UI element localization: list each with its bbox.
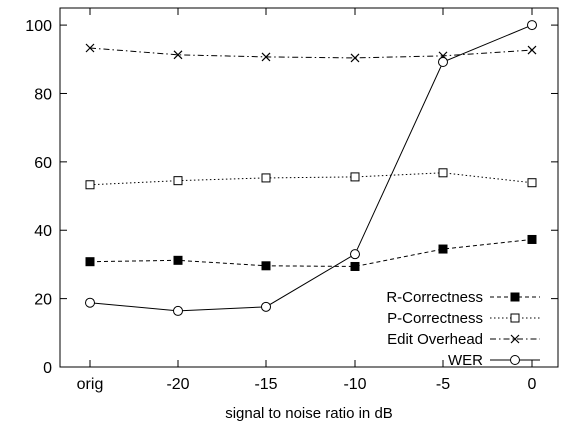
x-tick-label: -10 — [343, 376, 366, 393]
y-tick-label: 100 — [25, 18, 52, 35]
data-point-r-correctness — [173, 255, 183, 265]
y-tick-label: 40 — [34, 223, 52, 240]
series-line-edit-overhead — [89, 47, 533, 59]
data-point-wer — [350, 249, 360, 260]
data-point-edit-overhead — [85, 43, 95, 53]
x-axis-label: signal to noise ratio in dB — [225, 405, 393, 422]
series-line-wer — [89, 24, 533, 312]
legend-entry-p-correctness: P-Correctness — [387, 310, 540, 327]
series-line-p-correctness — [89, 172, 533, 186]
data-point-r-correctness — [85, 257, 95, 267]
data-point-p-correctness — [261, 173, 271, 183]
legend-entry-edit-overhead: Edit Overhead — [387, 331, 540, 348]
series-p-correctness — [85, 168, 537, 190]
data-point-r-correctness — [350, 261, 360, 271]
series-r-correctness — [85, 234, 537, 271]
data-point-p-correctness — [173, 176, 183, 186]
data-point-edit-overhead — [350, 53, 360, 63]
legend-entry-r-correctness: R-Correctness — [386, 289, 540, 306]
data-point-edit-overhead — [261, 52, 271, 62]
legend-entry-wer: WER — [448, 352, 540, 369]
y-tick-label: 0 — [43, 360, 52, 377]
series-layer — [85, 20, 537, 316]
y-tick-label: 20 — [34, 292, 52, 309]
legend-marker — [510, 313, 520, 323]
legend-marker — [510, 334, 520, 344]
data-point-p-correctness — [350, 172, 360, 182]
legend-marker — [510, 292, 520, 302]
x-tick-label: -5 — [436, 376, 450, 393]
y-axis: 0 20 40 60 80 100 — [25, 18, 558, 377]
legend-label: Edit Overhead — [387, 331, 483, 348]
legend-label: P-Correctness — [387, 310, 483, 327]
data-point-p-correctness — [85, 180, 95, 190]
series-wer — [85, 20, 537, 316]
series-edit-overhead — [85, 43, 537, 63]
legend: R-Correctness P-Correctness Edit Overhead W… — [386, 289, 540, 369]
data-point-edit-overhead — [527, 45, 537, 55]
legend-label: WER — [448, 352, 483, 369]
legend-label: R-Correctness — [386, 289, 483, 306]
x-tick-label: orig — [77, 376, 104, 393]
data-point-wer — [438, 57, 448, 68]
y-tick-label: 80 — [34, 86, 52, 103]
plot-frame — [59, 7, 559, 368]
data-point-r-correctness — [438, 244, 448, 254]
series-line-r-correctness — [89, 238, 533, 267]
data-point-edit-overhead — [173, 50, 183, 60]
data-point-wer — [85, 297, 95, 308]
data-point-p-correctness — [527, 178, 537, 188]
x-tick-label: -20 — [166, 376, 189, 393]
data-point-p-correctness — [438, 168, 448, 178]
x-tick-label: 0 — [528, 376, 537, 393]
data-point-r-correctness — [527, 234, 537, 244]
legend-marker — [510, 355, 520, 365]
y-tick-label: 60 — [34, 155, 52, 172]
data-point-wer — [527, 20, 537, 31]
x-tick-label: -15 — [254, 376, 277, 393]
data-point-wer — [173, 305, 183, 316]
x-axis: orig -20 -15 -10 -5 0 — [77, 8, 537, 393]
data-point-r-correctness — [261, 261, 271, 271]
data-point-wer — [261, 301, 271, 312]
